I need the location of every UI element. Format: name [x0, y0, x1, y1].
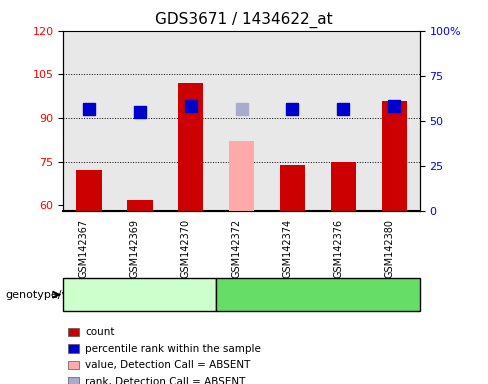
- Text: GSM142376: GSM142376: [333, 219, 344, 278]
- Text: GSM142374: GSM142374: [283, 219, 292, 278]
- Text: count: count: [85, 327, 114, 337]
- Text: rank, Detection Call = ABSENT: rank, Detection Call = ABSENT: [85, 377, 245, 384]
- Text: GDS3671 / 1434622_at: GDS3671 / 1434622_at: [155, 12, 333, 28]
- Bar: [76, 170, 102, 211]
- Bar: [280, 165, 305, 211]
- Text: apolipoprotein E-deficient
(apoE-/-) mother: apolipoprotein E-deficient (apoE-/-) mot…: [250, 284, 385, 306]
- Text: GSM142372: GSM142372: [232, 219, 242, 278]
- Text: GSM142369: GSM142369: [130, 219, 140, 278]
- Text: genotype/variation: genotype/variation: [5, 290, 111, 300]
- Text: GSM142380: GSM142380: [384, 219, 394, 278]
- Bar: [229, 141, 254, 211]
- Bar: [178, 83, 203, 211]
- Text: GSM142370: GSM142370: [181, 219, 191, 278]
- Text: percentile rank within the sample: percentile rank within the sample: [85, 344, 261, 354]
- Text: wildtype (apoE+/+) mother: wildtype (apoE+/+) mother: [73, 290, 207, 300]
- Text: value, Detection Call = ABSENT: value, Detection Call = ABSENT: [85, 360, 250, 370]
- Text: GSM142367: GSM142367: [79, 219, 89, 278]
- Bar: [331, 162, 356, 211]
- Bar: [382, 101, 407, 211]
- Bar: [127, 200, 152, 211]
